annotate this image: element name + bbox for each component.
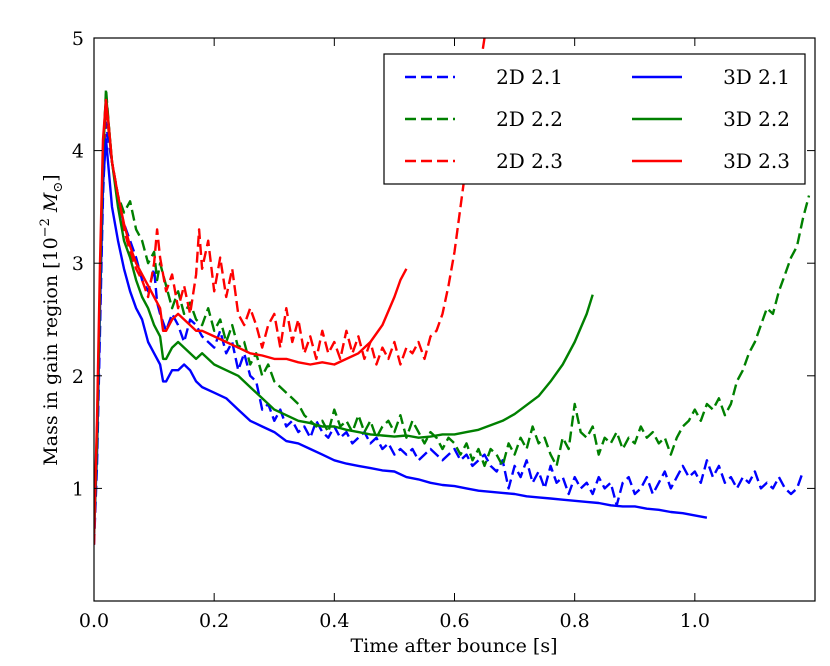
series-line-2d-2-2 [94, 87, 811, 534]
y-tick-label: 4 [72, 141, 84, 163]
y-tick-label: 3 [72, 253, 84, 275]
legend-label: 2D 2.2 [496, 107, 563, 131]
tick-layer: 0.0 0.2 0.4 0.6 0.8 1.0 1 2 3 4 5 [72, 28, 815, 632]
y-tick-label: 1 [72, 478, 84, 500]
y-axis-label-unit: M [40, 192, 62, 218]
series-line-2d-2-3 [94, 38, 486, 545]
legend-label: 2D 2.3 [496, 149, 563, 173]
x-tick-label: 0.2 [199, 610, 229, 632]
x-axis-label: Time after bounce [s] [351, 635, 558, 657]
series-line-2d-2-1 [94, 121, 805, 545]
y-axis-label-exponent: −2 [38, 218, 53, 237]
y-axis-label-text: Mass in gain region [10 [40, 237, 62, 465]
legend-label: 3D 2.2 [723, 107, 790, 131]
y-axis-label: Mass in gain region [10−2 M⊙] [38, 174, 66, 465]
y-axis-label-unit-sub: ⊙ [51, 182, 66, 193]
x-tick-label: 0.4 [319, 610, 349, 632]
y-axis-label-close: ] [40, 174, 62, 181]
x-tick-label: 0.8 [560, 610, 590, 632]
legend-label: 3D 2.1 [723, 65, 790, 89]
legend-label: 2D 2.1 [496, 65, 563, 89]
series-line-3d-2-1 [94, 138, 708, 534]
x-tick-label: 0.6 [439, 610, 469, 632]
y-tick-label: 2 [72, 366, 84, 388]
series-line-3d-2-3 [94, 98, 408, 534]
series-layer [94, 38, 811, 545]
x-tick-label: 0.0 [79, 610, 109, 632]
series-line-3d-2-2 [94, 93, 594, 534]
x-tick-label: 1.0 [680, 610, 710, 632]
legend-label: 3D 2.3 [723, 149, 790, 173]
legend: 2D 2.1 2D 2.2 2D 2.3 3D 2.1 3D 2.2 3D 2.3 [383, 53, 806, 185]
y-tick-label: 5 [72, 28, 84, 50]
